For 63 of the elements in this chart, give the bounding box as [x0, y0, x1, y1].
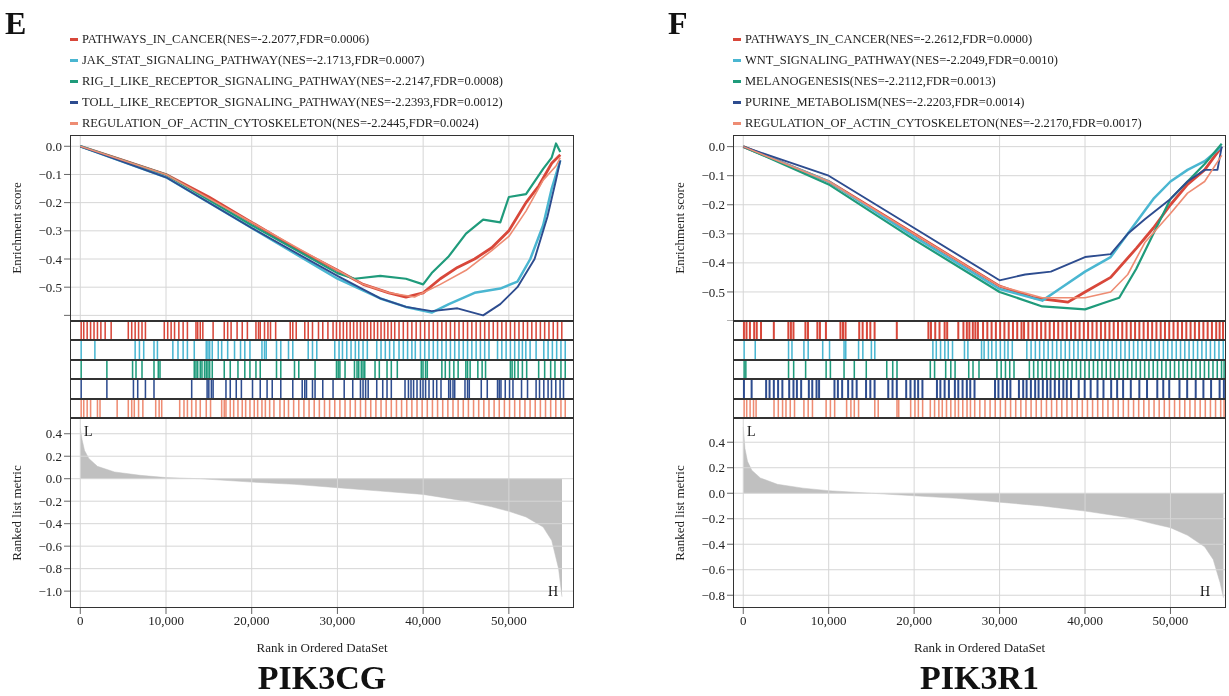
x-tick-label: 30,000	[981, 613, 1018, 629]
y-tick-label: −0.2	[701, 511, 725, 527]
y-axis-title: Enrichment score	[8, 182, 24, 274]
y-tick-label: 0.2	[708, 460, 725, 476]
x-axis-title: Rank in Ordered DataSet	[913, 640, 1046, 655]
legend-label: REGULATION_OF_ACTIN_CYTOSKELETON(NES=-2.2170,FDR=0.0017)	[745, 116, 1142, 131]
y-axis-title: Enrichment score	[671, 182, 687, 274]
y-tick-label: −0.1	[701, 168, 725, 184]
y-tick-label: 0.0	[45, 138, 62, 154]
y-tick-label: 0.0	[708, 139, 725, 155]
x-tick-label: 50,000	[1152, 613, 1189, 629]
legend-label: WNT_SIGNALING_PATHWAY(NES=-2.2049,FDR=0.0010)	[745, 53, 1058, 68]
y-tick-label: −0.5	[701, 284, 725, 300]
x-tick-label: 30,000	[319, 613, 356, 629]
x-tick-label: 40,000	[405, 613, 442, 629]
y-tick-label: 0.0	[45, 471, 62, 487]
y-tick-label: −0.2	[38, 195, 62, 211]
y-tick-label: −0.8	[38, 561, 62, 577]
y-tick-label: −0.6	[38, 538, 63, 554]
x-tick-label: 0	[77, 613, 84, 629]
text: PIK3R1	[919, 659, 1040, 696]
legend-label: RIG_I_LIKE_RECEPTOR_SIGNALING_PATHWAY(NES=-2.2147,FDR=0.0008)	[82, 74, 503, 89]
y-tick-label: −0.4	[38, 516, 63, 532]
y-tick-label: −0.3	[701, 226, 725, 242]
y-tick-label: −1.0	[38, 583, 62, 599]
legend-label: PURINE_METABOLISM(NES=-2.2203,FDR=0.0014)	[745, 95, 1025, 110]
y-tick-label: 0.4	[708, 434, 726, 450]
x-tick-label: 50,000	[490, 613, 527, 629]
y-tick-label: −0.4	[38, 251, 63, 267]
legend-label: MELANOGENESIS(NES=-2.2112,FDR=0.0013)	[745, 74, 996, 89]
legend-label: PATHWAYS_IN_CANCER(NES=-2.2077,FDR=0.0006)	[82, 32, 370, 47]
x-tick-label: 20,000	[896, 613, 933, 629]
annotation: L	[84, 424, 93, 440]
annotation: H	[548, 584, 559, 600]
legend-label: TOLL_LIKE_RECEPTOR_SIGNALING_PATHWAY(NES=-2.2393,FDR=0.0012)	[82, 95, 503, 110]
y-tick-label: −0.6	[701, 562, 726, 578]
y-tick-label: −0.4	[701, 255, 726, 271]
annotation: L	[747, 424, 756, 440]
annotation: H	[1200, 584, 1211, 600]
chart-title: E	[5, 5, 27, 41]
y-tick-label: 0.0	[708, 485, 725, 501]
legend-label: JAK_STAT_SIGNALING_PATHWAY(NES=-2.1713,FDR=0.0007)	[82, 53, 425, 68]
x-tick-label: 20,000	[233, 613, 270, 629]
chart-title: F	[668, 5, 688, 41]
y-tick-label: −0.2	[701, 197, 725, 213]
x-tick-label: 10,000	[148, 613, 184, 629]
y-tick-label: −0.3	[38, 223, 62, 239]
legend-label: REGULATION_OF_ACTIN_CYTOSKELETON(NES=-2.2445,FDR=0.0024)	[82, 116, 479, 131]
x-tick-label: 40,000	[1067, 613, 1103, 629]
y-axis-title: Ranked list metric	[8, 465, 24, 561]
y-tick-label: −0.4	[701, 536, 726, 552]
y-tick-label: 0.4	[45, 426, 63, 442]
y-tick-label: −0.5	[38, 279, 62, 295]
y-tick-label: −0.1	[38, 167, 62, 183]
y-tick-label: 0.2	[45, 448, 62, 464]
x-axis-title: Rank in Ordered DataSet	[256, 640, 388, 655]
x-tick-label: 10,000	[810, 613, 847, 629]
y-tick-label: −0.8	[701, 587, 725, 603]
y-tick-label: −0.2	[38, 493, 62, 509]
y-axis-title: Ranked list metric	[671, 465, 687, 561]
x-tick-label: 0	[740, 613, 747, 629]
legend-label: PATHWAYS_IN_CANCER(NES=-2.2612,FDR=0.0000)	[745, 32, 1033, 47]
text: PIK3CG	[256, 659, 388, 696]
